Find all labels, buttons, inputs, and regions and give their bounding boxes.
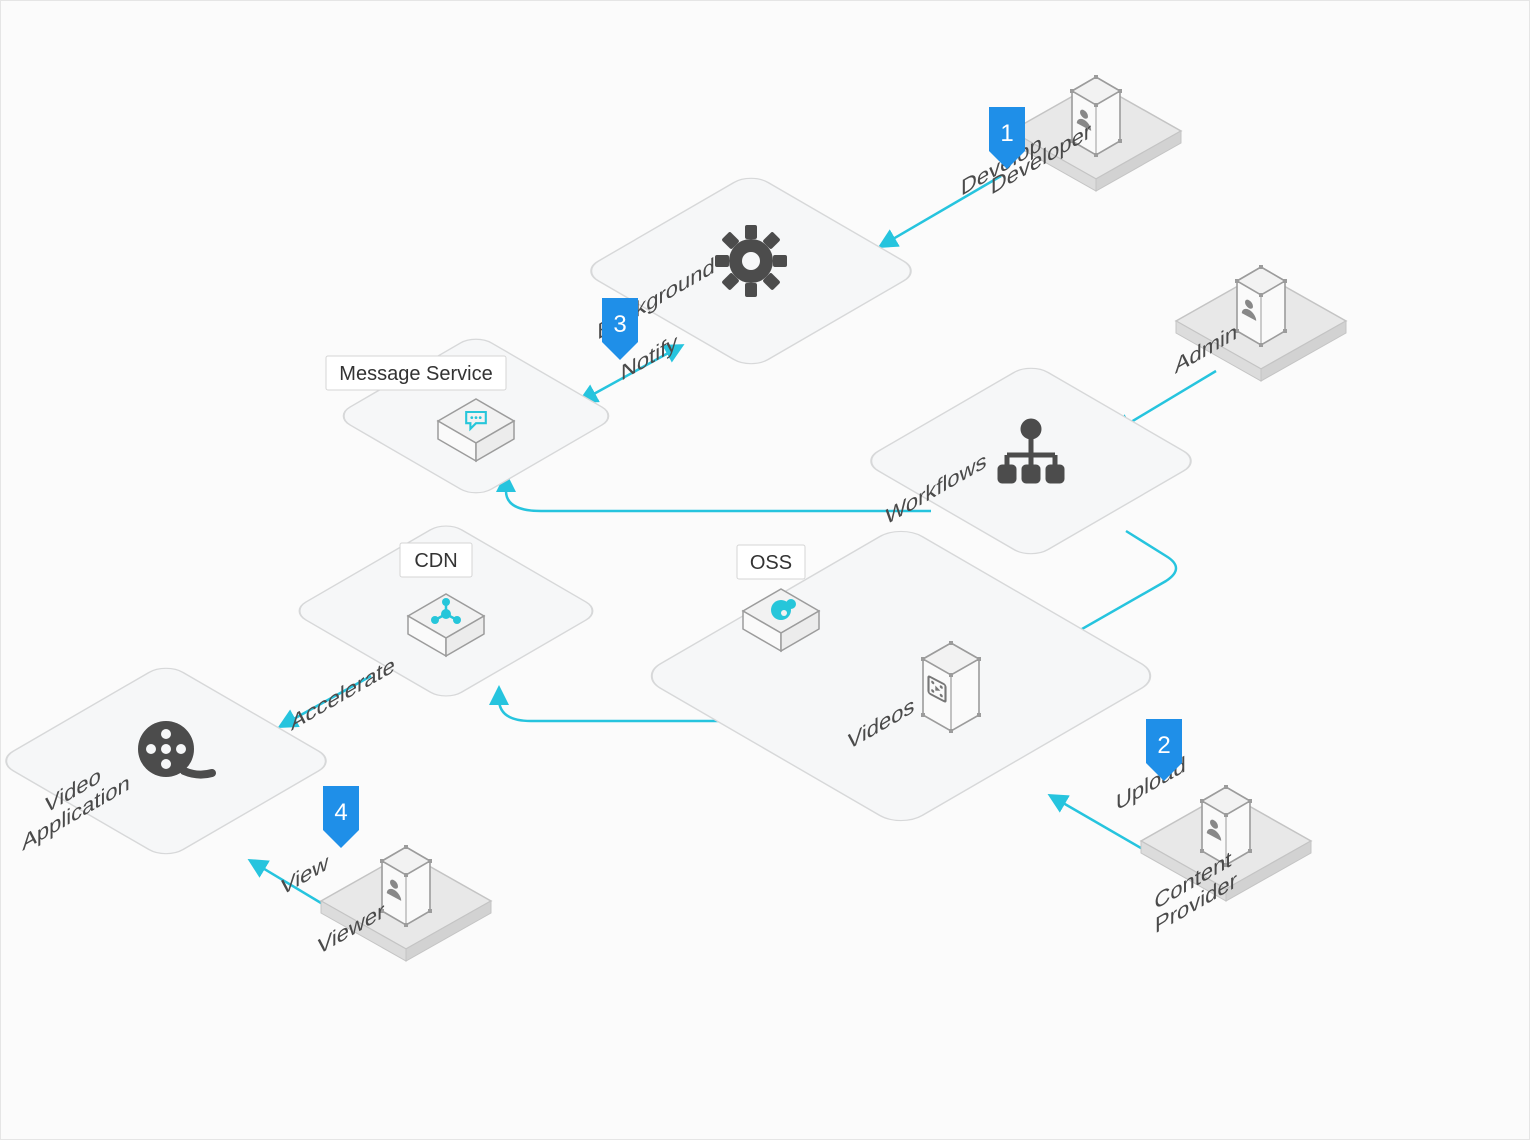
node-video-application: Video Application: [1, 663, 336, 860]
flag-4: 4: [323, 786, 359, 848]
actor-admin: Admin: [1175, 265, 1346, 381]
svg-text:3: 3: [613, 311, 626, 338]
label-accelerate: Accelerate: [291, 652, 395, 737]
actor-viewer: Viewer: [318, 845, 491, 961]
node-badge: Message Service: [339, 363, 492, 385]
node-badge: OSS: [750, 552, 792, 574]
svg-text:1: 1: [1000, 120, 1013, 147]
node-message-service: Message Service: [326, 334, 617, 498]
node-badge: CDN: [414, 550, 457, 572]
actor-content-provider: Content Provider: [1141, 785, 1311, 940]
node-videos: OSS Videos: [639, 524, 1162, 827]
video-box-icon: [921, 641, 981, 733]
node-cdn: CDN: [290, 521, 601, 701]
svg-text:2: 2: [1157, 732, 1170, 759]
svg-text:4: 4: [334, 799, 347, 826]
gear-icon: [715, 225, 787, 297]
diagram-svg: Background Workflows Message Service: [1, 1, 1530, 1140]
flag-3: 3: [602, 298, 638, 360]
node-workflows: Workflows: [861, 363, 1200, 560]
diagram-stage: Background Workflows Message Service: [0, 0, 1530, 1140]
